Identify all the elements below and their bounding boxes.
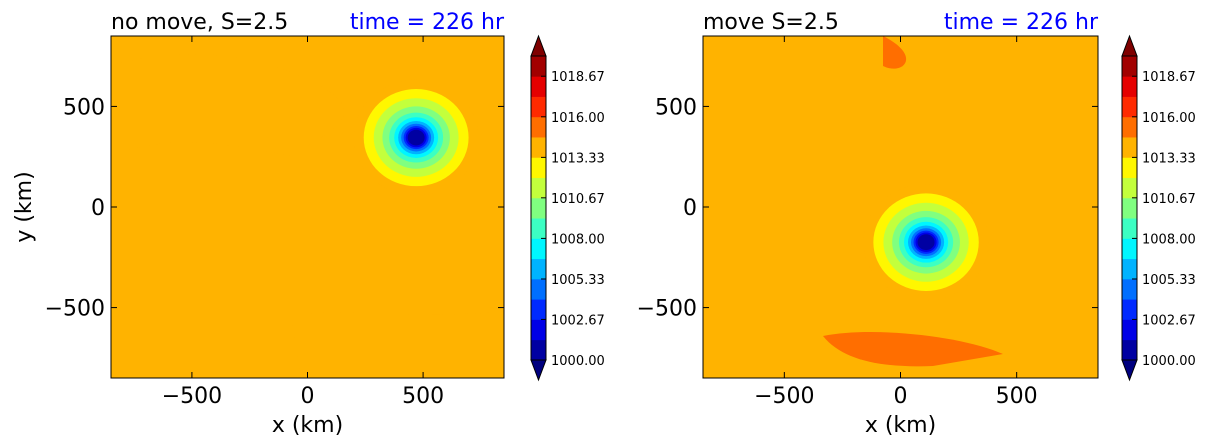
colorbar-tick-label: 1018.67 bbox=[1142, 70, 1196, 85]
chart-title: no move, S=2.5 bbox=[111, 10, 288, 35]
colorbar-level bbox=[531, 177, 546, 199]
colorbar-level bbox=[1122, 177, 1137, 199]
colorbar-level bbox=[1122, 339, 1137, 361]
colorbar-level bbox=[531, 96, 546, 118]
colorbar-level bbox=[531, 76, 546, 97]
colorbar-tick-label: 1000.00 bbox=[551, 354, 605, 369]
colorbar-level bbox=[531, 258, 546, 280]
contour-patch bbox=[883, 36, 907, 69]
colorbar-level bbox=[1122, 76, 1137, 97]
y-tick-label: 0 bbox=[91, 196, 105, 221]
chart-title: move S=2.5 bbox=[703, 10, 839, 35]
colorbar-level bbox=[1122, 299, 1137, 320]
colorbar-tick-label: 1013.33 bbox=[551, 151, 605, 166]
low-pressure-contour bbox=[917, 234, 935, 251]
colorbar-level bbox=[1122, 218, 1137, 239]
contour-patch bbox=[291, 311, 504, 378]
colorbar-tick-label: 1002.67 bbox=[1142, 313, 1196, 328]
colorbar-level bbox=[531, 339, 546, 361]
colorbar-tick-label: 1002.67 bbox=[551, 313, 605, 328]
x-tick-label: 500 bbox=[996, 384, 1038, 409]
colorbar-level bbox=[531, 197, 546, 219]
colorbar-level bbox=[1122, 96, 1137, 118]
x-tick-label: −500 bbox=[162, 384, 222, 409]
y-axis-label: y (km) bbox=[12, 171, 37, 242]
y-tick-label: 500 bbox=[63, 95, 105, 120]
colorbar-level bbox=[1122, 319, 1137, 341]
colorbar-level bbox=[1122, 278, 1137, 300]
x-tick-label: 500 bbox=[402, 384, 444, 409]
colorbar-level bbox=[1122, 56, 1137, 77]
colorbar-extend-max bbox=[1121, 34, 1138, 57]
colorbar-level bbox=[1122, 238, 1137, 260]
colorbar-level bbox=[531, 278, 546, 300]
colorbar-tick-label: 1010.67 bbox=[551, 192, 605, 207]
colorbar: 1000.00 1002.67 1005.33 1008.00 1010.67 1013.… bbox=[530, 34, 605, 382]
colorbar-level bbox=[1122, 157, 1137, 178]
x-tick-label: 0 bbox=[301, 384, 315, 409]
colorbar: 1000.00 1002.67 1005.33 1008.00 1010.67 1013.… bbox=[1121, 34, 1196, 382]
colorbar-tick-label: 1005.33 bbox=[1142, 273, 1196, 288]
colorbar-level bbox=[1122, 137, 1137, 158]
time-label: time = 226 hr bbox=[944, 10, 1099, 35]
x-tick-label: −500 bbox=[754, 384, 814, 409]
colorbar-level bbox=[531, 137, 546, 158]
colorbar-level bbox=[1122, 116, 1137, 138]
colorbar-tick-label: 1013.33 bbox=[1142, 151, 1196, 166]
colorbar-tick-label: 1008.00 bbox=[551, 232, 605, 247]
colorbar-level bbox=[531, 116, 546, 138]
y-tick-label: −500 bbox=[45, 297, 105, 322]
x-tick-label: 0 bbox=[894, 384, 908, 409]
x-axis-label: x (km) bbox=[865, 413, 936, 438]
y-tick-label: 0 bbox=[683, 196, 697, 221]
x-axis-label: x (km) bbox=[272, 413, 343, 438]
colorbar-tick-label: 1016.00 bbox=[551, 111, 605, 126]
colorbar-extend-min bbox=[1121, 359, 1138, 382]
colorbar-level bbox=[531, 157, 546, 178]
colorbar-level bbox=[1122, 258, 1137, 280]
colorbar-level bbox=[531, 218, 546, 239]
colorbar-tick-label: 1000.00 bbox=[1142, 354, 1196, 369]
colorbar-level bbox=[531, 238, 546, 260]
colorbar-tick-label: 1010.67 bbox=[1142, 192, 1196, 207]
colorbar-extend-max bbox=[530, 34, 547, 57]
colorbar-extend-min bbox=[530, 359, 547, 382]
contour-patch bbox=[823, 332, 1003, 367]
y-tick-label: 500 bbox=[655, 95, 697, 120]
colorbar-tick-label: 1005.33 bbox=[551, 273, 605, 288]
contour-patch bbox=[111, 54, 345, 156]
colorbar-level bbox=[1122, 197, 1137, 219]
colorbar-frame bbox=[1121, 55, 1138, 361]
colorbar-frame bbox=[530, 55, 547, 361]
colorbar-level bbox=[531, 319, 546, 341]
low-pressure-contour bbox=[407, 129, 425, 146]
colorbar-tick-label: 1018.67 bbox=[551, 70, 605, 85]
pressure-field bbox=[703, 36, 1098, 378]
pressure-field bbox=[111, 36, 504, 378]
chart-panel-1: −500 0 500 −500 0 500 no move, S=2.5 time = 226… bbox=[12, 10, 605, 438]
chart-panel-2: −500 0 500 −500 0 500 move S=2.5 time = 226 hr x… bbox=[637, 10, 1196, 438]
y-tick-label: −500 bbox=[637, 297, 697, 322]
colorbar-tick-label: 1008.00 bbox=[1142, 232, 1196, 247]
colorbar-tick-label: 1016.00 bbox=[1142, 111, 1196, 126]
colorbar-level bbox=[531, 56, 546, 77]
colorbar-level bbox=[531, 299, 546, 320]
time-label: time = 226 hr bbox=[350, 10, 505, 35]
